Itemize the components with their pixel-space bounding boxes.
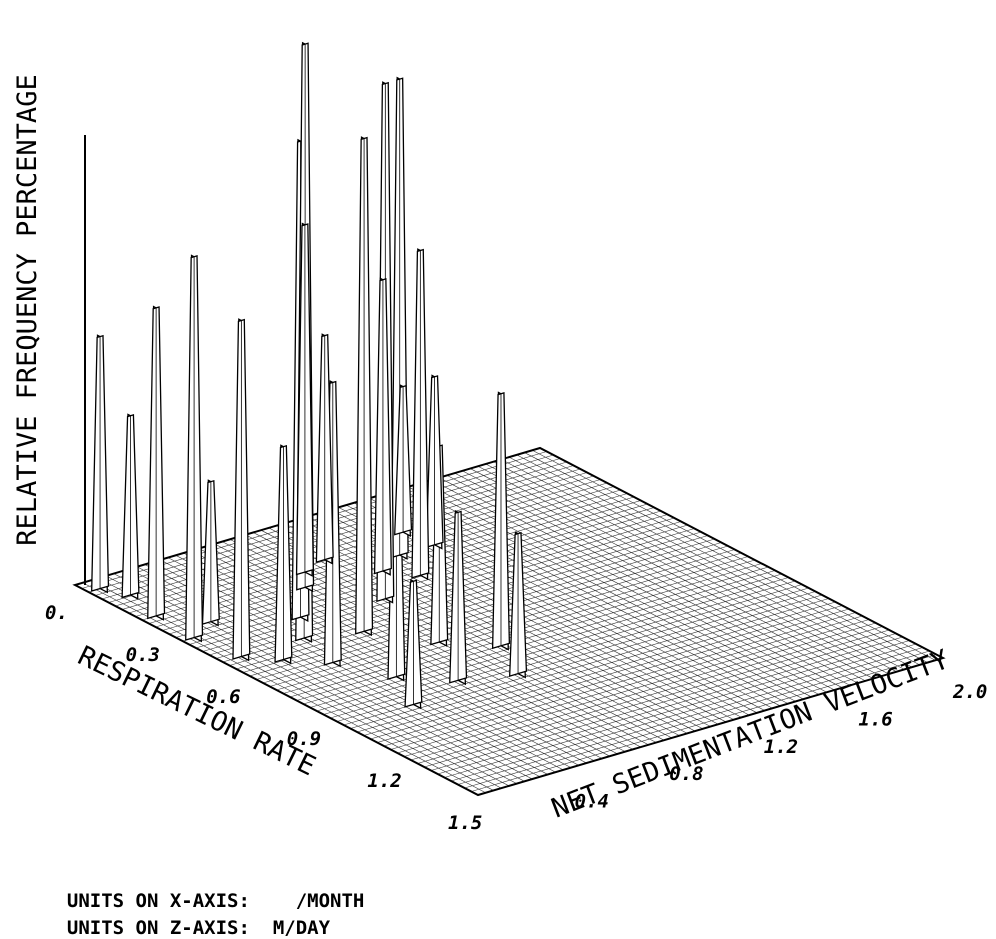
grid-line — [457, 647, 923, 785]
surface-peak — [373, 277, 392, 576]
surface-peak — [449, 509, 468, 686]
surface-peak — [147, 305, 166, 621]
grid-line — [451, 643, 917, 782]
units-x-line: UNITS ON X-AXIS: /MONTH — [44, 868, 364, 912]
surface-peak — [425, 374, 444, 550]
units-z-value: M/DAY — [272, 917, 331, 939]
surface-peak — [315, 333, 334, 565]
units-z-line: UNITS ON Z-AXIS: M/DAY — [44, 895, 330, 939]
surface-peak — [508, 531, 528, 679]
tick-labels: 0. 0.3 0.6 0.9 1.2 1.5 0.4 0.8 1.2 1.6 2.0 — [45, 602, 987, 834]
grid-line — [508, 456, 913, 668]
z-tick-label: 1.2 — [764, 736, 798, 758]
y-axis-title: RELATIVE FREQUENCY PERCENTAGE — [12, 74, 43, 545]
grid-line — [471, 654, 937, 792]
grid-line — [430, 633, 897, 771]
z-tick-label: 0.4 — [575, 791, 609, 813]
units-x-value: /MONTH — [295, 890, 365, 912]
surface-peak — [91, 334, 110, 594]
surface-peak — [355, 136, 374, 637]
surface-peak — [201, 479, 220, 627]
x-tick-label: 1.2 — [367, 770, 401, 792]
surface-peak — [491, 391, 511, 651]
grid-line — [437, 636, 903, 775]
grid-line — [485, 463, 889, 675]
surface-peak — [274, 444, 293, 665]
z-tick-label: 1.6 — [858, 708, 892, 730]
x-tick-label: 0.9 — [287, 728, 321, 750]
grid-line — [493, 461, 897, 672]
surface-peak — [121, 413, 140, 600]
grid-line — [532, 450, 936, 661]
grid-line — [470, 468, 874, 679]
surface-peak — [232, 318, 251, 662]
surface-peak — [394, 384, 413, 538]
peaks-layer — [91, 41, 528, 710]
grid-line — [424, 629, 890, 768]
x-tick-label: 0.6 — [206, 686, 240, 708]
x-tick-label: 0.3 — [126, 644, 160, 666]
grid-line — [444, 640, 910, 778]
surface-peak — [185, 254, 204, 643]
surface-peak — [295, 222, 314, 577]
grid-line — [462, 470, 866, 682]
surface-peak — [404, 578, 423, 710]
grid-line — [524, 452, 928, 663]
base-grid — [74, 447, 944, 796]
grid-line — [464, 650, 930, 789]
z-tick-label: 2.0 — [952, 681, 987, 703]
grid-line — [477, 466, 882, 677]
grid-line — [501, 459, 905, 670]
grid-line — [516, 454, 920, 666]
x-tick-label: 0. — [45, 602, 68, 624]
x-tick-label: 1.5 — [448, 812, 482, 834]
units-x-label: UNITS ON X-AXIS: — [66, 890, 250, 912]
surface-peak — [411, 248, 430, 581]
grid-line — [417, 626, 883, 764]
units-z-label: UNITS ON Z-AXIS: — [66, 917, 250, 939]
surface-chart: RELATIVE FREQUENCY PERCENTAGE RESPIRATIO… — [12, 41, 987, 834]
z-tick-label: 0.8 — [669, 763, 703, 785]
